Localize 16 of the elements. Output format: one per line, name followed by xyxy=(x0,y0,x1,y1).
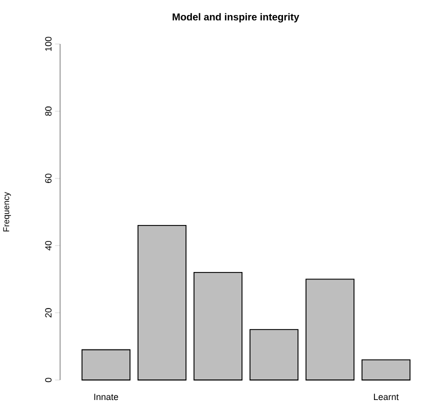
bar xyxy=(306,278,354,380)
bar xyxy=(362,359,410,380)
y-tick-label: 80 xyxy=(45,106,52,116)
bar xyxy=(138,224,186,380)
x-tick-label: Learnt xyxy=(374,394,399,400)
x-tick-label: Innate xyxy=(94,394,118,400)
bar xyxy=(194,272,242,380)
bar xyxy=(82,349,130,380)
y-axis-title: Frequency xyxy=(3,192,11,232)
chart-title: Model and inspire integrity xyxy=(172,13,300,22)
y-tick-label: 20 xyxy=(45,308,52,318)
bar xyxy=(250,329,298,380)
y-tick-label: 100 xyxy=(45,36,52,51)
y-tick-label: 60 xyxy=(45,174,52,183)
y-tick-label: 40 xyxy=(45,240,52,250)
y-tick-label: 0 xyxy=(45,378,52,382)
